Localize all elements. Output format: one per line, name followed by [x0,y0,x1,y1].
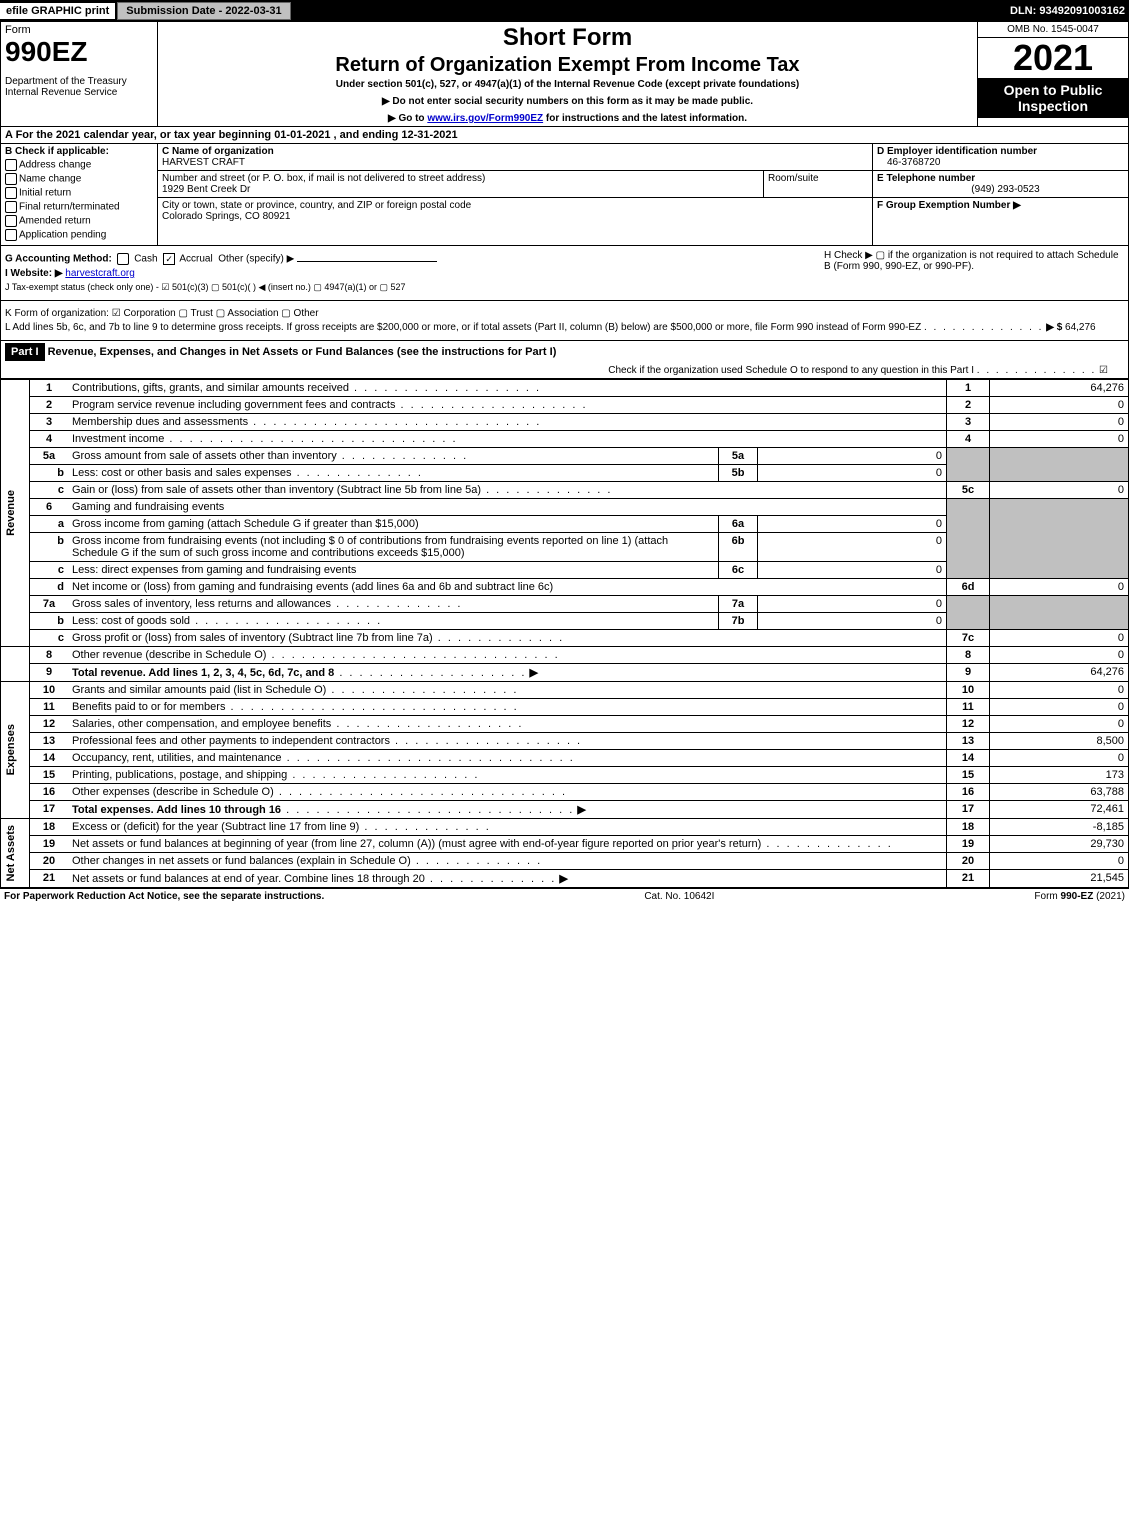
chk-name-change[interactable]: Name change [5,173,153,185]
chk-application-pending[interactable]: Application pending [5,229,153,241]
side-netassets: Net Assets [5,825,17,881]
val-11: 0 [990,699,1129,716]
line-k-l: K Form of organization: ☑ Corporation ▢ … [0,301,1129,341]
col-c: C Name of organization HARVEST CRAFT Num… [158,144,873,245]
ein-value: 46-3768720 [877,157,1124,168]
org-city: Colorado Springs, CO 80921 [162,211,290,222]
val-6d: 0 [990,579,1129,596]
val-1: 64,276 [990,380,1129,397]
val-6c: 0 [758,562,947,579]
val-21: 21,545 [990,870,1129,888]
c-city-label: City or town, state or province, country… [162,200,471,211]
header-center: Short Form Return of Organization Exempt… [158,22,978,126]
val-8: 0 [990,647,1129,664]
line-j: J Tax-exempt status (check only one) - ☑… [5,282,824,293]
val-2: 0 [990,397,1129,414]
part1-check-text: Check if the organization used Schedule … [608,365,974,376]
part1-header: Part I Revenue, Expenses, and Changes in… [0,341,1129,379]
val-7a: 0 [758,596,947,613]
gross-receipts: 64,276 [1065,322,1096,333]
org-address: 1929 Bent Creek Dr [162,184,250,195]
footer-right: Form 990-EZ (2021) [1034,891,1125,902]
part1-label: Part I [5,343,45,361]
form-header: Form 990EZ Department of the Treasury In… [0,22,1129,127]
irs-link[interactable]: www.irs.gov/Form990EZ [427,113,543,124]
val-12: 0 [990,716,1129,733]
form-subtitle: Under section 501(c), 527, or 4947(a)(1)… [164,79,971,90]
b-label: B Check if applicable: [5,146,153,157]
section-bcdef: B Check if applicable: Address change Na… [0,144,1129,246]
val-13: 8,500 [990,733,1129,750]
val-6b: 0 [758,533,947,562]
line-a: A For the 2021 calendar year, or tax yea… [0,127,1129,144]
val-14: 0 [990,750,1129,767]
e-label: E Telephone number [877,173,975,184]
val-5a: 0 [758,448,947,465]
chk-final-return[interactable]: Final return/terminated [5,201,153,213]
department: Department of the Treasury Internal Reve… [5,76,153,98]
top-bar: efile GRAPHIC print Submission Date - 20… [0,0,1129,22]
c-name-label: C Name of organization [162,146,274,157]
ssn-warning: ▶ Do not enter social security numbers o… [164,96,971,107]
val-5c: 0 [990,482,1129,499]
form-number: 990EZ [5,36,153,68]
val-7c: 0 [990,630,1129,647]
line-k: K Form of organization: ☑ Corporation ▢ … [5,308,1124,319]
line-g: G Accounting Method: Cash ✓ Accrual Othe… [5,253,824,265]
irs-link-note: ▶ Go to www.irs.gov/Form990EZ for instru… [164,113,971,124]
side-revenue: Revenue [5,490,17,536]
header-left: Form 990EZ Department of the Treasury In… [1,22,158,126]
form-word: Form [5,24,153,36]
submission-date: Submission Date - 2022-03-31 [117,2,290,20]
form-title: Return of Organization Exempt From Incom… [164,54,971,77]
chk-address-change[interactable]: Address change [5,159,153,171]
org-name: HARVEST CRAFT [162,157,245,168]
line-i: I Website: ▶ harvestcraft.org [5,268,824,279]
part1-check[interactable]: ☑ [1099,365,1108,376]
c-addr-label: Number and street (or P. O. box, if mail… [162,173,485,184]
phone-value: (949) 293-0523 [877,184,1124,195]
side-expenses: Expenses [5,724,17,775]
val-18: -8,185 [990,819,1129,836]
col-b: B Check if applicable: Address change Na… [1,144,158,245]
short-form-title: Short Form [164,24,971,52]
dln-label: DLN: 93492091003162 [1010,5,1129,17]
chk-accrual[interactable]: ✓ [163,253,175,265]
val-6a: 0 [758,516,947,533]
val-9: 64,276 [990,664,1129,682]
part1-title: Revenue, Expenses, and Changes in Net As… [48,346,557,358]
line-h: H Check ▶ ▢ if the organization is not r… [824,250,1124,296]
footer: For Paperwork Reduction Act Notice, see … [0,888,1129,904]
val-10: 0 [990,682,1129,699]
financial-table: Revenue 1 Contributions, gifts, grants, … [0,379,1129,888]
d-label: D Employer identification number [877,146,1037,157]
val-5b: 0 [758,465,947,482]
line-l: L Add lines 5b, 6c, and 7b to line 9 to … [5,322,1124,333]
val-16: 63,788 [990,784,1129,801]
val-7b: 0 [758,613,947,630]
header-right: OMB No. 1545-0047 2021 Open to Public In… [978,22,1128,126]
val-20: 0 [990,853,1129,870]
misc-block: G Accounting Method: Cash ✓ Accrual Othe… [0,246,1129,301]
f-label: F Group Exemption Number ▶ [877,200,1021,211]
val-3: 0 [990,414,1129,431]
c-room-label: Room/suite [768,173,819,184]
chk-initial-return[interactable]: Initial return [5,187,153,199]
omb-number: OMB No. 1545-0047 [978,22,1128,38]
tax-year: 2021 [978,38,1128,78]
chk-amended-return[interactable]: Amended return [5,215,153,227]
val-19: 29,730 [990,836,1129,853]
efile-label: efile GRAPHIC print [0,3,115,19]
val-15: 173 [990,767,1129,784]
chk-cash[interactable] [117,253,129,265]
footer-left: For Paperwork Reduction Act Notice, see … [4,891,324,902]
footer-mid: Cat. No. 10642I [644,891,714,902]
website-link[interactable]: harvestcraft.org [65,268,134,279]
val-17: 72,461 [990,801,1129,819]
col-def: D Employer identification number 46-3768… [873,144,1128,245]
open-inspection: Open to Public Inspection [978,78,1128,118]
val-4: 0 [990,431,1129,448]
